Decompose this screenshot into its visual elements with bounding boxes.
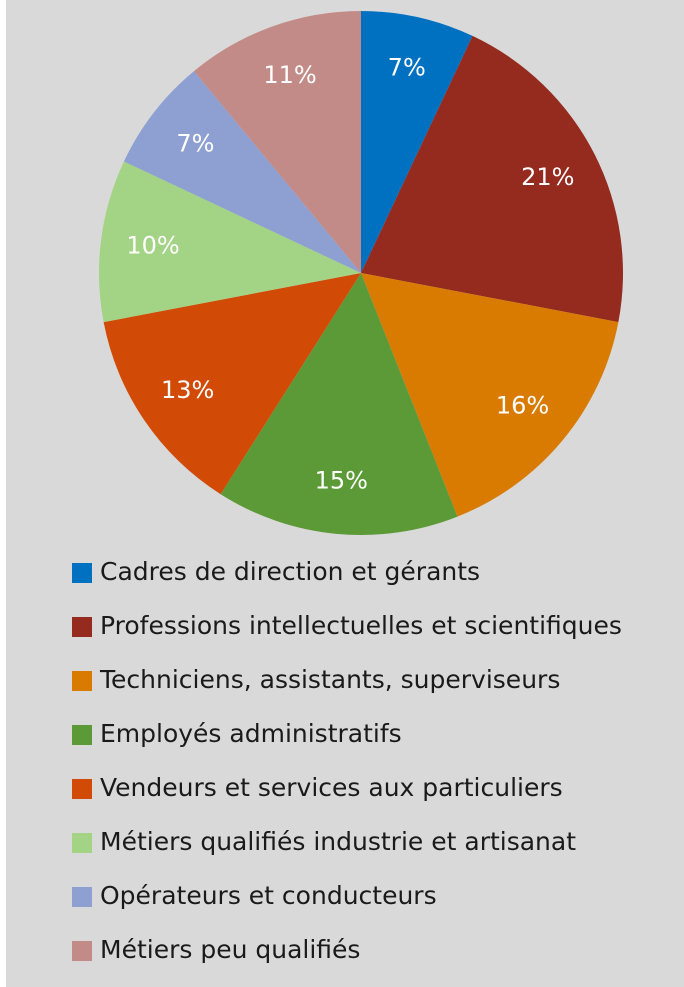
pie-slice: [123, 71, 362, 273]
pie-slice: [99, 161, 361, 323]
data-label: 7%: [176, 130, 214, 158]
legend-label: Techniciens, assistants, superviseurs: [99, 665, 560, 694]
legend-swatch: [72, 563, 92, 583]
legend-swatch: [72, 941, 92, 961]
legend-label: Métiers peu qualifiés: [100, 935, 360, 964]
data-label: 21%: [521, 163, 574, 191]
pie-slice: [220, 273, 458, 535]
legend-swatch: [72, 779, 92, 799]
data-label: 16%: [496, 392, 549, 420]
legend-label: Métiers qualifiés industrie et artisanat: [100, 827, 576, 856]
data-label: 13%: [161, 376, 214, 404]
pie-slice: [103, 273, 361, 495]
pie-slice: [361, 35, 623, 323]
legend-label: Cadres de direction et gérants: [100, 557, 480, 586]
legend-swatch: [72, 887, 92, 907]
legend-swatch: [72, 833, 92, 853]
legend-swatch: [72, 725, 92, 745]
pie-slice: [361, 11, 473, 273]
legend-label: Vendeurs et services aux particuliers: [100, 773, 563, 802]
legend-swatch: [72, 671, 92, 691]
data-label: 11%: [263, 61, 316, 89]
legend-label: Professions intellectuelles et scientifi…: [100, 611, 622, 640]
data-label: 15%: [315, 467, 368, 495]
legend-swatch: [72, 617, 92, 637]
legend-label: Employés administratifs: [100, 719, 402, 748]
pie-slice: [361, 273, 619, 517]
pie-slice: [193, 11, 361, 273]
data-label: 7%: [388, 53, 426, 81]
data-label: 10%: [126, 232, 179, 260]
legend-label: Opérateurs et conducteurs: [100, 881, 437, 910]
